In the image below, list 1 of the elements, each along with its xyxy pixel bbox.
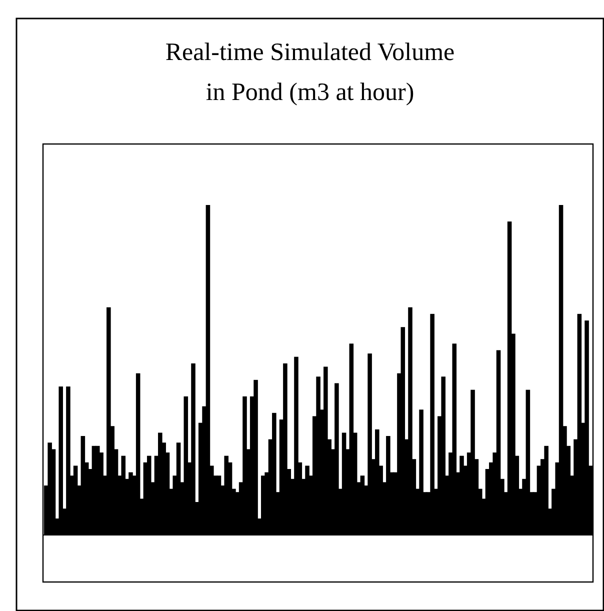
chart-title: Real-time Simulated Volume in Pond (m3 at hour): [165, 39, 455, 106]
